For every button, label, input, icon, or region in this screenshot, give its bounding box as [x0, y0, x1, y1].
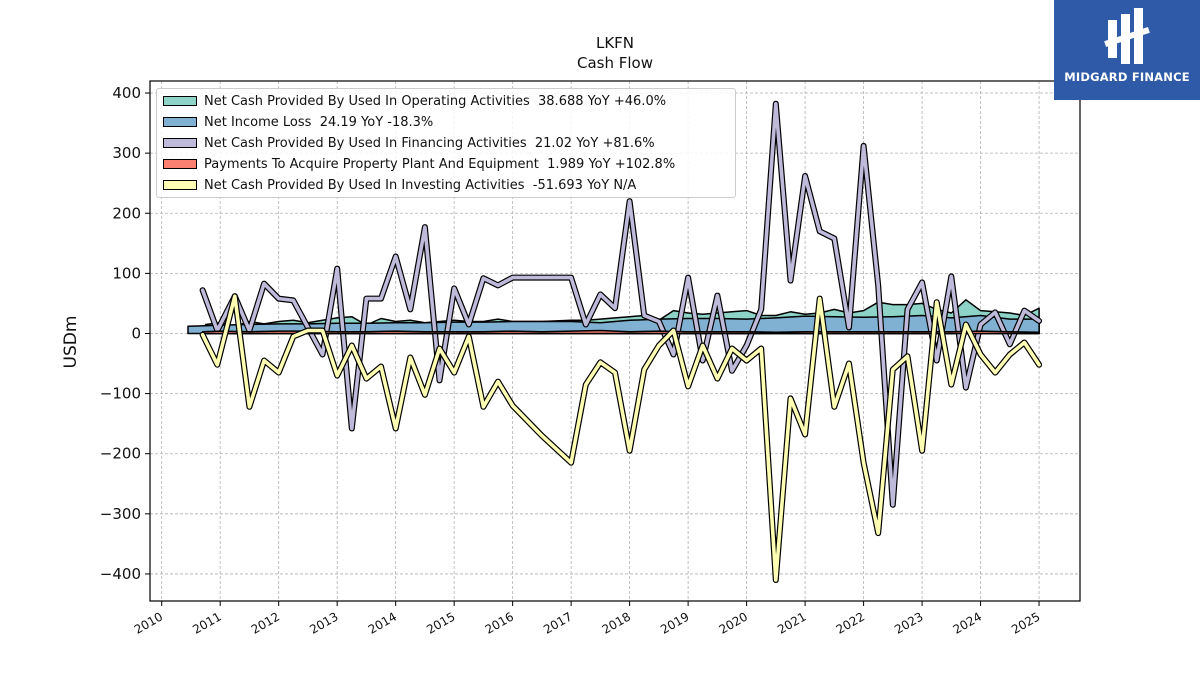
series-line-2	[200, 102, 1041, 507]
chart-subtitle: Cash Flow	[577, 54, 653, 72]
y-tick-label: −400	[100, 565, 141, 583]
x-tick-label: 2021	[775, 609, 808, 636]
series-layer	[187, 100, 1043, 583]
legend-item-operating: Net Cash Provided By Used In Operating A…	[163, 92, 666, 110]
y-tick-label: −100	[100, 385, 141, 403]
legend-swatch-investing	[163, 180, 197, 190]
x-tick-label: 2024	[951, 609, 984, 636]
y-tick-label: 0	[131, 324, 141, 342]
x-tick-label: 2023	[892, 609, 925, 636]
chart-title: LKFN	[596, 34, 634, 52]
series-line-4	[200, 294, 1041, 582]
y-tick-label: 300	[112, 144, 141, 162]
logo-mark-icon	[1104, 8, 1150, 64]
legend-item-investing: Net Cash Provided By Used In Investing A…	[163, 176, 636, 194]
legend-swatch-operating	[163, 96, 197, 106]
legend-label-net-income: Net Income Loss 24.19 YoY -18.3%	[204, 114, 434, 130]
legend: Net Cash Provided By Used In Operating A…	[156, 88, 736, 198]
series-area-3	[201, 329, 1040, 335]
x-tick-label: 2017	[541, 609, 574, 636]
legend-label-operating: Net Cash Provided By Used In Operating A…	[204, 93, 667, 109]
plot-frame	[149, 80, 1081, 602]
logo-text: MIDGARD FINANCE	[1064, 70, 1190, 84]
y-tick-label: −200	[100, 445, 141, 463]
x-tick-label: 2015	[424, 609, 457, 636]
legend-item-net-income: Net Income Loss 24.19 YoY -18.3%	[163, 113, 433, 131]
legend-label-investing: Net Cash Provided By Used In Investing A…	[204, 177, 637, 193]
x-tick-label: 2019	[658, 609, 691, 636]
series-outline-4	[199, 293, 1043, 583]
y-tick-label: 200	[112, 204, 141, 222]
x-tick-label: 2022	[834, 609, 867, 636]
legend-swatch-net-income	[163, 117, 197, 127]
legend-swatch-financing	[163, 138, 197, 148]
legend-item-capex: Payments To Acquire Property Plant And E…	[163, 155, 675, 173]
y-tick-label: 400	[112, 84, 141, 102]
x-tick-label: 2018	[600, 609, 633, 636]
legend-swatch-capex	[163, 159, 197, 169]
x-tick-label: 2013	[307, 609, 340, 636]
x-tick-label: 2011	[190, 609, 223, 636]
x-tick-label: 2025	[1009, 609, 1042, 636]
x-tick-label: 2014	[366, 609, 399, 636]
x-tick-label: 2020	[717, 609, 750, 636]
x-tick-label: 2010	[132, 609, 165, 636]
y-tick-label: −300	[100, 505, 141, 523]
legend-item-financing: Net Cash Provided By Used In Financing A…	[163, 134, 655, 152]
x-tick-label: 2016	[483, 609, 516, 636]
legend-label-financing: Net Cash Provided By Used In Financing A…	[204, 135, 655, 151]
legend-label-capex: Payments To Acquire Property Plant And E…	[204, 156, 676, 172]
midgard-finance-logo: MIDGARD FINANCE	[1054, 0, 1200, 100]
y-axis-label: USDm	[61, 316, 81, 369]
x-tick-label: 2012	[249, 609, 282, 636]
y-tick-label: 100	[112, 264, 141, 282]
